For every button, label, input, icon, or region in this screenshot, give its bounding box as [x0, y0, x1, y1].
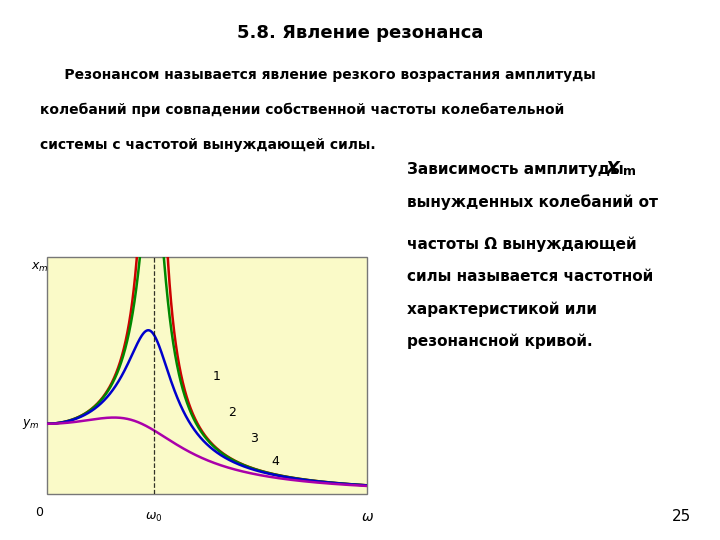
- Text: 4: 4: [271, 455, 279, 468]
- Text: X: X: [606, 160, 619, 178]
- Text: 1: 1: [212, 369, 220, 383]
- Text: частоты Ω вынуждающей: частоты Ω вынуждающей: [407, 237, 636, 252]
- Text: колебаний при совпадении собственной частоты колебательной: колебаний при совпадении собственной час…: [40, 103, 564, 117]
- Text: 25: 25: [672, 509, 691, 524]
- Text: 0: 0: [35, 505, 43, 518]
- Text: Зависимость амплитуды: Зависимость амплитуды: [407, 162, 629, 177]
- Text: вынужденных колебаний от: вынужденных колебаний от: [407, 194, 658, 210]
- Text: m: m: [623, 165, 636, 178]
- Text: характеристикой или: характеристикой или: [407, 301, 597, 317]
- Text: $x_m$: $x_m$: [30, 261, 48, 274]
- Text: Резонансом называется явление резкого возрастания амплитуды: Резонансом называется явление резкого во…: [40, 68, 595, 82]
- Text: 5.8. Явление резонанса: 5.8. Явление резонанса: [237, 24, 483, 42]
- Text: $\omega$: $\omega$: [361, 510, 374, 524]
- Text: 2: 2: [228, 406, 236, 419]
- Text: резонансной кривой.: резонансной кривой.: [407, 334, 593, 349]
- Text: системы с частотой вынуждающей силы.: системы с частотой вынуждающей силы.: [40, 138, 375, 152]
- Text: силы называется частотной: силы называется частотной: [407, 269, 653, 284]
- Text: $\omega_0$: $\omega_0$: [145, 510, 162, 524]
- Text: 3: 3: [250, 432, 258, 445]
- Text: $y_m$: $y_m$: [22, 417, 40, 431]
